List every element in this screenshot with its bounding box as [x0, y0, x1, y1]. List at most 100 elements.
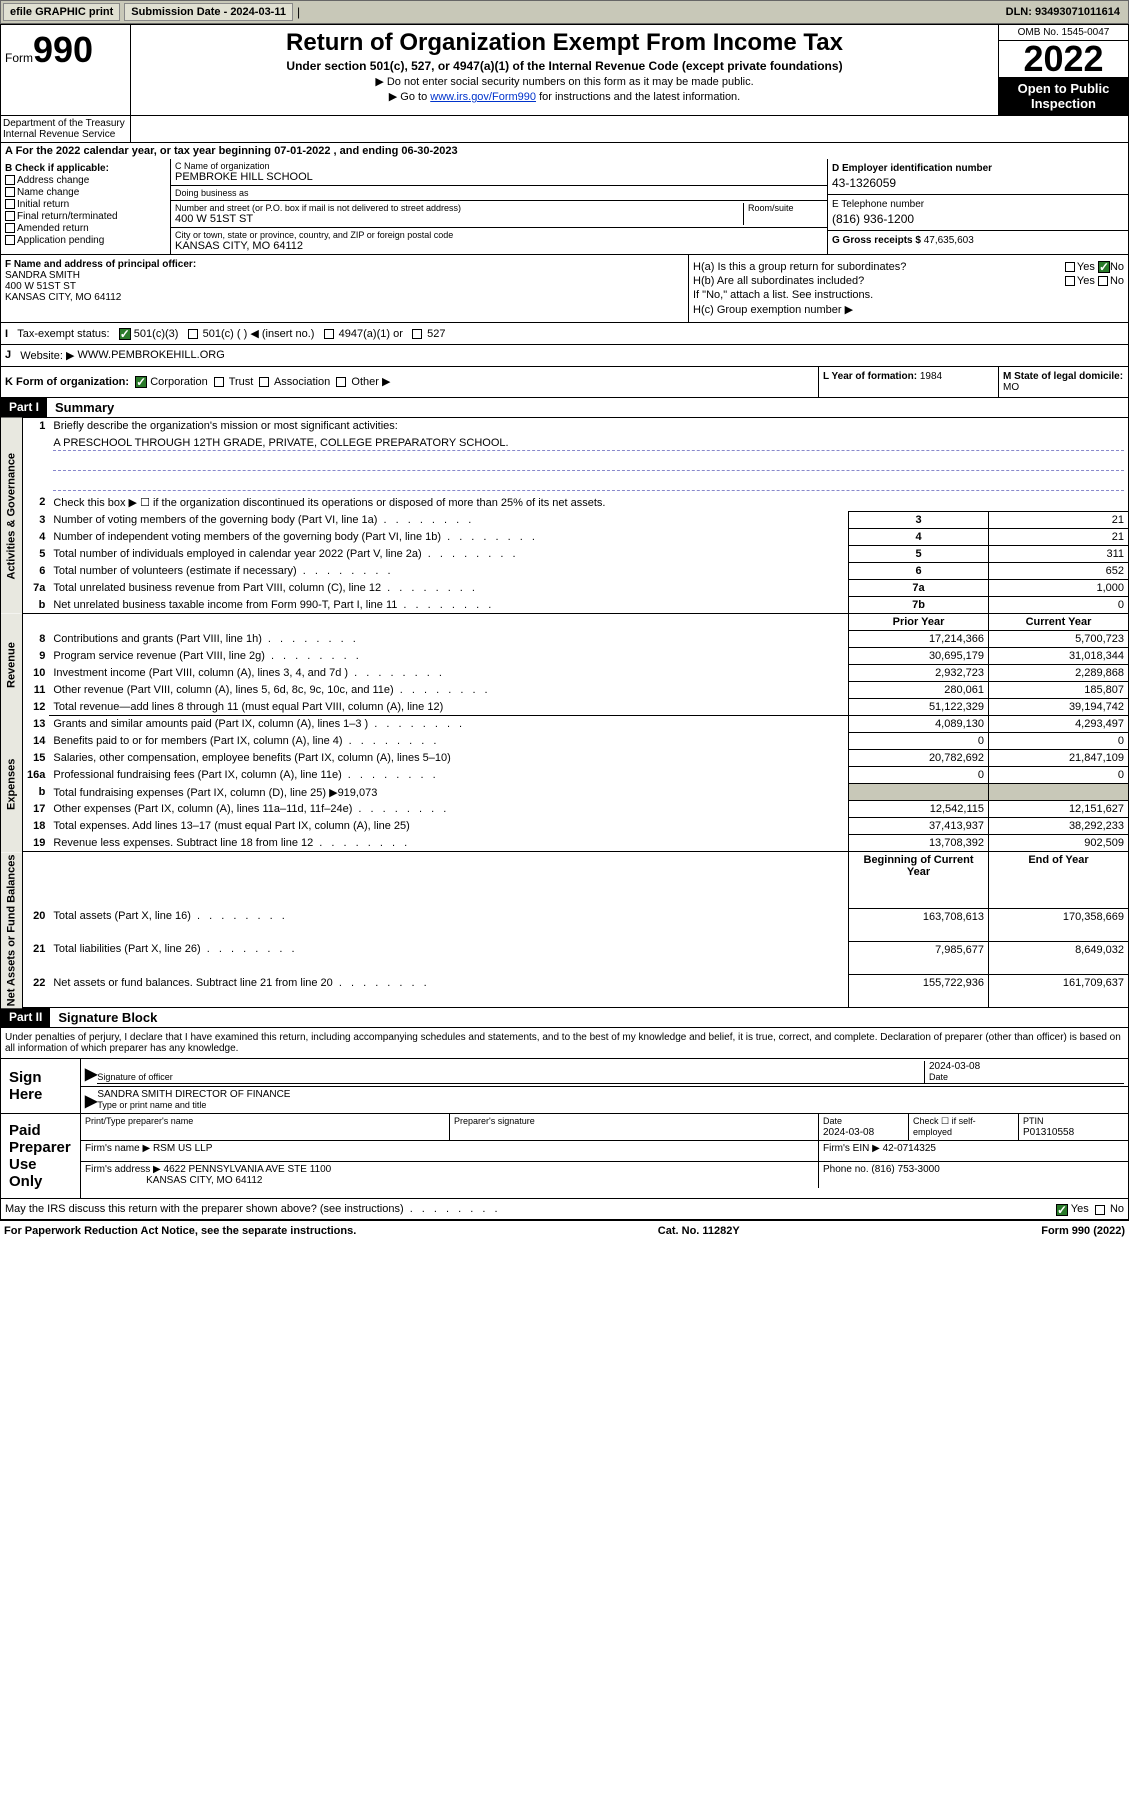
room-label: Room/suite [748, 203, 823, 213]
mission: A PRESCHOOL THROUGH 12TH GRADE, PRIVATE,… [53, 437, 1124, 451]
form-note-2: ▶ Go to www.irs.gov/Form990 for instruct… [135, 90, 994, 103]
efile-label[interactable]: efile GRAPHIC print [3, 3, 120, 21]
form-subtitle: Under section 501(c), 527, or 4947(a)(1)… [135, 59, 994, 73]
l-block: L Year of formation: 1984 [818, 367, 998, 397]
pipe: | [297, 5, 300, 19]
section-a: A For the 2022 calendar year, or tax yea… [0, 143, 1129, 159]
officer-street: 400 W 51ST ST [5, 281, 684, 292]
may-irs-no[interactable] [1095, 1205, 1105, 1215]
line5-text: Total number of individuals employed in … [49, 546, 848, 563]
form-number-box: Form990 [1, 25, 131, 115]
other-box[interactable] [336, 377, 346, 387]
line3-text: Number of voting members of the governin… [49, 512, 848, 529]
form-title: Return of Organization Exempt From Incom… [135, 29, 994, 57]
website-val[interactable]: WWW.PEMBROKEHILL.ORG [77, 349, 224, 362]
officer-label: F Name and address of principal officer: [5, 259, 684, 270]
line16a-text: Professional fundraising fees (Part IX, … [49, 767, 848, 784]
prep-sig-label: Preparer's signature [454, 1116, 535, 1126]
officer-name: SANDRA SMITH [5, 270, 684, 281]
gross-block: G Gross receipts $ 47,635,603 [828, 231, 1128, 250]
tax-year: 2022 [999, 41, 1128, 77]
city-label: City or town, state or province, country… [175, 230, 823, 240]
hb-yes-box[interactable] [1065, 276, 1075, 286]
line1-label: Briefly describe the organization's miss… [49, 418, 1128, 434]
col-de: D Employer identification number 43-1326… [828, 159, 1128, 254]
cb-address[interactable]: Address change [5, 175, 166, 186]
col-b: B Check if applicable: Address change Na… [1, 159, 171, 254]
corp-box[interactable] [135, 376, 147, 388]
m-block: M State of legal domicile: MO [998, 367, 1128, 397]
firm-ein: 42-0714325 [883, 1143, 936, 1154]
527-box[interactable] [412, 329, 422, 339]
col-b-header: B Check if applicable: [5, 163, 166, 174]
firm-addr2: KANSAS CITY, MO 64112 [146, 1175, 262, 1186]
sig-officer-label: Signature of officer [97, 1072, 172, 1082]
hc-line: H(c) Group exemption number ▶ [693, 303, 1124, 316]
sig-officer-row: ▶ Signature of officer 2024-03-08Date [81, 1059, 1128, 1087]
cb-amended[interactable]: Amended return [5, 223, 166, 234]
line3-val: 21 [989, 512, 1129, 529]
note2a: ▶ Go to [389, 91, 430, 103]
501c-box[interactable] [188, 329, 198, 339]
submission-date: Submission Date - 2024-03-11 [124, 3, 293, 21]
declaration: Under penalties of perjury, I declare th… [1, 1028, 1128, 1059]
row-k: K Form of organization: Corporation Trus… [0, 367, 1129, 398]
hb-no-box[interactable] [1098, 276, 1108, 286]
sign-here-label: Sign Here [1, 1059, 81, 1113]
mission-blank2 [53, 477, 1124, 491]
arrow-icon: ▶ [85, 1091, 97, 1111]
footer-form: Form 990 (2022) [1041, 1225, 1125, 1237]
hb-note: If "No," attach a list. See instructions… [693, 289, 1124, 301]
street-val: 400 W 51ST ST [175, 213, 743, 225]
dept-treasury: Department of the Treasury Internal Reve… [1, 116, 131, 142]
mission-blank1 [53, 457, 1124, 471]
line13-text: Grants and similar amounts paid (Part IX… [49, 716, 848, 733]
gross-val: 47,635,603 [924, 235, 974, 246]
line7b-text: Net unrelated business taxable income fr… [49, 597, 848, 614]
officer-city: KANSAS CITY, MO 64112 [5, 292, 684, 303]
assoc-box[interactable] [259, 377, 269, 387]
4947-box[interactable] [324, 329, 334, 339]
irs-link[interactable]: www.irs.gov/Form990 [430, 91, 536, 103]
ha-yes-box[interactable] [1065, 262, 1075, 272]
firm-name: RSM US LLP [153, 1143, 212, 1154]
cb-initial[interactable]: Initial return [5, 199, 166, 210]
ha-no-box[interactable] [1098, 261, 1110, 273]
dba-label: Doing business as [175, 188, 823, 198]
line6-val: 652 [989, 563, 1129, 580]
open-public: Open to Public Inspection [999, 77, 1128, 115]
h-block: H(a) Is this a group return for subordin… [688, 255, 1128, 322]
sign-here-row: Sign Here ▶ Signature of officer 2024-03… [1, 1059, 1128, 1114]
self-employed[interactable]: Check ☐ if self-employed [908, 1114, 1018, 1140]
trust-box[interactable] [214, 377, 224, 387]
line8-text: Contributions and grants (Part VIII, lin… [49, 631, 848, 648]
cb-pending[interactable]: Application pending [5, 235, 166, 246]
side-netassets: Net Assets or Fund Balances [1, 852, 23, 1008]
ein-block: D Employer identification number 43-1326… [828, 159, 1128, 195]
may-irs-yes[interactable] [1056, 1204, 1068, 1216]
row-i: I Tax-exempt status: 501(c)(3) 501(c) ( … [0, 323, 1129, 345]
line7b-val: 0 [989, 597, 1129, 614]
top-bar: efile GRAPHIC print Submission Date - 20… [0, 0, 1129, 24]
firm-addr1: 4622 PENNSYLVANIA AVE STE 1100 [164, 1164, 332, 1175]
year-formation: 1984 [920, 371, 942, 382]
501c3-box[interactable] [119, 328, 131, 340]
org-name-label: C Name of organization [175, 161, 823, 171]
city-block: City or town, state or province, country… [171, 228, 827, 254]
prep-name-label: Print/Type preparer's name [85, 1116, 193, 1126]
ein-val: 43-1326059 [832, 176, 1124, 190]
paid-preparer-row: Paid Preparer Use Only Print/Type prepar… [1, 1114, 1128, 1199]
cb-final[interactable]: Final return/terminated [5, 211, 166, 222]
domicile: MO [1003, 382, 1019, 393]
dba-block: Doing business as [171, 186, 827, 201]
line17-text: Other expenses (Part IX, column (A), lin… [49, 801, 848, 818]
line11-text: Other revenue (Part VIII, column (A), li… [49, 682, 848, 699]
side-revenue: Revenue [1, 614, 23, 716]
street-label: Number and street (or P.O. box if mail i… [175, 203, 743, 213]
line16b: Total fundraising expenses (Part IX, col… [49, 784, 848, 801]
cb-name[interactable]: Name change [5, 187, 166, 198]
phone-val: (816) 936-1200 [832, 212, 1124, 226]
ptin: P01310558 [1023, 1127, 1074, 1138]
line7a-val: 1,000 [989, 580, 1129, 597]
website-label: Website: ▶ [20, 349, 74, 362]
